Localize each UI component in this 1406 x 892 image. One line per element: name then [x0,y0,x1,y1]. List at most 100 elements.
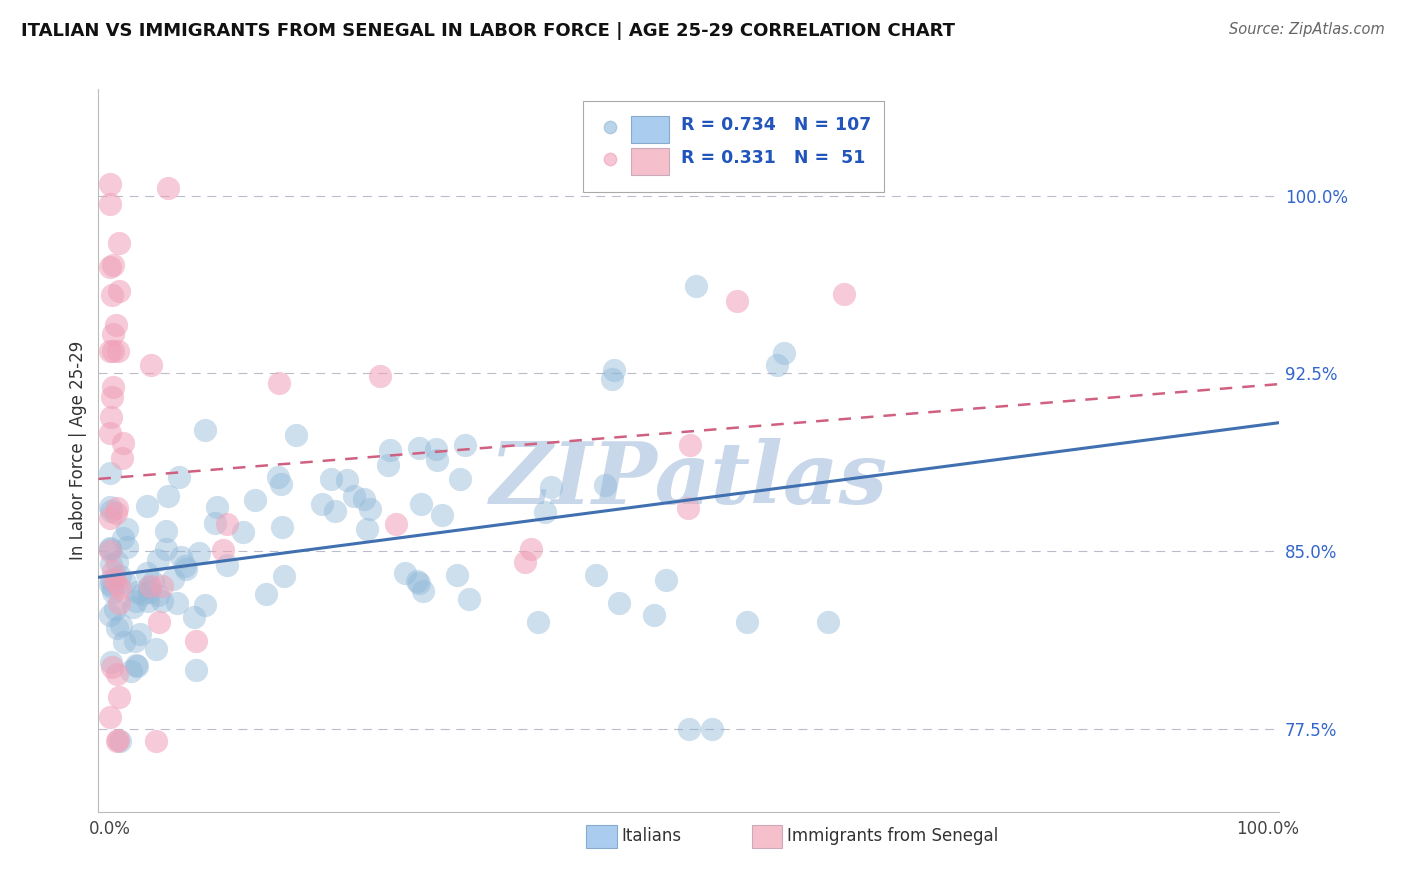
Point [141,358,163,372]
Point [157,489,180,503]
Point [204,516,226,531]
FancyBboxPatch shape [752,825,782,847]
Point [105,621,128,635]
Point [323,504,346,518]
Text: ZIPatlas: ZIPatlas [489,438,889,521]
Y-axis label: In Labor Force | Age 25-29: In Labor Force | Age 25-29 [69,341,87,560]
Point [100,504,122,518]
Point [426,453,449,467]
Point [104,602,127,616]
Point [105,318,128,333]
Point [273,568,295,582]
Point [765,358,787,372]
Point [271,520,294,534]
Point [359,502,381,516]
Point [425,442,447,456]
Point [115,522,138,536]
Point [111,436,134,450]
Point [120,664,142,678]
Text: Immigrants from Senegal: Immigrants from Senegal [787,827,998,846]
Point [114,575,136,590]
Point [107,284,129,298]
Point [377,458,399,472]
Point [101,580,124,594]
Point [139,579,162,593]
Point [103,572,125,586]
Point [356,522,378,536]
Point [110,617,132,632]
Point [103,585,125,599]
Point [167,470,190,484]
Point [135,499,157,513]
Point [832,286,855,301]
Point [108,733,131,747]
Point [408,576,430,591]
Point [98,466,121,480]
Point [520,541,543,556]
Point [125,593,148,607]
Point [186,633,208,648]
Point [725,293,748,308]
Point [98,542,121,557]
Point [117,541,139,555]
Point [146,553,169,567]
Point [127,659,149,673]
Point [108,690,131,705]
Point [446,567,468,582]
Point [138,584,160,599]
Point [107,343,129,358]
Point [155,542,177,557]
Text: R = 0.331   N =  51: R = 0.331 N = 51 [681,149,865,167]
Point [125,585,148,599]
Point [609,596,631,610]
Point [146,588,169,602]
Point [186,663,208,677]
Point [111,450,134,465]
Point [162,572,184,586]
Point [142,575,165,590]
Point [98,544,121,558]
Point [600,312,623,326]
Point [406,574,429,589]
Point [685,279,707,293]
Point [101,390,124,404]
Point [105,500,128,515]
Point [103,327,125,342]
Point [188,546,211,560]
Point [343,489,366,503]
Point [125,658,148,673]
Point [603,363,626,377]
Point [150,594,173,608]
Point [105,555,128,569]
Point [150,578,173,592]
Point [98,576,121,591]
Point [131,587,153,601]
Point [98,500,121,514]
Point [145,733,167,747]
Point [121,600,143,615]
Point [454,438,477,452]
Point [194,423,217,437]
Point [124,633,146,648]
Point [254,587,277,601]
Point [432,508,454,522]
Point [458,591,481,606]
Point [368,369,391,384]
Point [285,428,308,442]
Text: Italians: Italians [621,827,682,846]
Point [155,524,177,538]
Point [98,177,121,191]
Point [129,626,152,640]
Point [98,541,121,555]
Point [105,666,128,681]
Point [166,595,188,609]
Point [266,470,288,484]
Point [98,511,121,525]
Point [817,615,839,630]
Point [540,480,562,494]
Point [103,343,125,358]
Text: R = 0.734   N = 107: R = 0.734 N = 107 [681,116,870,135]
Point [311,497,333,511]
Point [353,491,375,506]
Point [643,608,665,623]
